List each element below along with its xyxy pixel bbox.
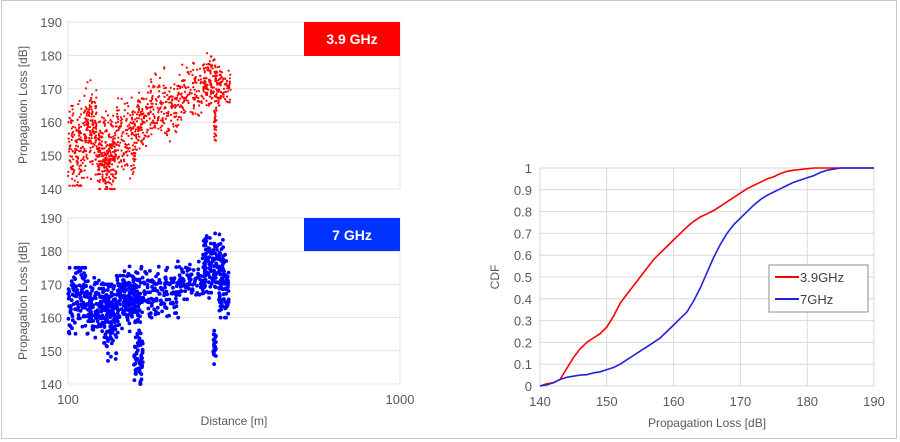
svg-text:140: 140	[529, 394, 551, 409]
svg-text:160: 160	[40, 115, 62, 130]
x-tick-100: 100	[57, 392, 79, 407]
y-ticks-top: 140 150 160 170 180 190	[40, 15, 62, 197]
svg-text:0.5: 0.5	[514, 270, 532, 285]
badge-7ghz-label: 7 GHz	[332, 227, 372, 243]
svg-text:0.1: 0.1	[514, 357, 532, 372]
scatter-7ghz-chart: 140 150 160 170 180 190 7 GHz Propagation Los…	[16, 211, 414, 428]
svg-text:190: 190	[40, 15, 62, 30]
svg-text:0.6: 0.6	[514, 248, 532, 263]
svg-text:150: 150	[40, 149, 62, 164]
legend-label-3-9ghz: 3.9GHz	[800, 270, 844, 285]
legend: 3.9GHz 7GHz	[768, 264, 869, 313]
x-tick-1000: 1000	[386, 392, 415, 407]
x-axis-label-cdf: Propagation Loss [dB]	[648, 416, 766, 430]
svg-text:180: 180	[40, 48, 62, 63]
svg-text:190: 190	[40, 211, 62, 226]
svg-text:170: 170	[40, 82, 62, 97]
scatter-points-3-9ghz	[67, 52, 232, 191]
svg-text:0: 0	[525, 379, 532, 394]
badge-7ghz	[304, 218, 400, 251]
scatter-points-7ghz	[66, 231, 231, 386]
badge-3-9ghz	[304, 22, 400, 56]
svg-text:150: 150	[40, 344, 62, 359]
svg-text:160: 160	[663, 394, 685, 409]
svg-text:0.7: 0.7	[514, 226, 532, 241]
cdf-line-7ghz	[539, 167, 874, 387]
y-axis-label-top: Propagation Loss [dB]	[16, 46, 30, 164]
svg-text:150: 150	[596, 394, 618, 409]
x-axis-label-distance: Distance [m]	[201, 414, 268, 428]
svg-text:170: 170	[40, 277, 62, 292]
svg-text:190: 190	[863, 394, 885, 409]
svg-text:0.4: 0.4	[514, 292, 532, 307]
legend-box	[768, 264, 869, 313]
svg-text:170: 170	[730, 394, 752, 409]
cdf-chart: 0 0.1 0.2 0.3 0.4 0.5 0.6 0.7 0.8 0.9 1 140 150 160 17…	[488, 161, 885, 430]
legend-label-7ghz: 7GHz	[800, 292, 833, 307]
svg-text:0.8: 0.8	[514, 205, 532, 220]
y-axis-label-cdf: CDF	[488, 265, 502, 290]
scatter-3-9ghz-chart: 140 150 160 170 180 190 3.9 GHz Propagation L…	[16, 15, 401, 197]
svg-text:0.9: 0.9	[514, 183, 532, 198]
cdf-line-3-9ghz	[539, 167, 874, 387]
y-axis-label-bottom: Propagation Loss [dB]	[16, 242, 30, 360]
svg-text:1: 1	[525, 161, 532, 176]
gridlines-cdf	[539, 167, 875, 387]
svg-text:180: 180	[796, 394, 818, 409]
badge-3-9ghz-label: 3.9 GHz	[326, 31, 377, 47]
svg-text:180: 180	[40, 244, 62, 259]
y-ticks-bottom: 140 150 160 170 180 190	[40, 211, 62, 392]
svg-text:0.2: 0.2	[514, 335, 532, 350]
svg-text:140: 140	[40, 377, 62, 392]
cdf-lines	[539, 167, 874, 387]
svg-text:0.3: 0.3	[514, 314, 532, 329]
svg-text:140: 140	[40, 182, 62, 197]
svg-text:160: 160	[40, 311, 62, 326]
ticks-cdf: 0 0.1 0.2 0.3 0.4 0.5 0.6 0.7 0.8 0.9 1 140 150 160 17…	[514, 161, 885, 409]
